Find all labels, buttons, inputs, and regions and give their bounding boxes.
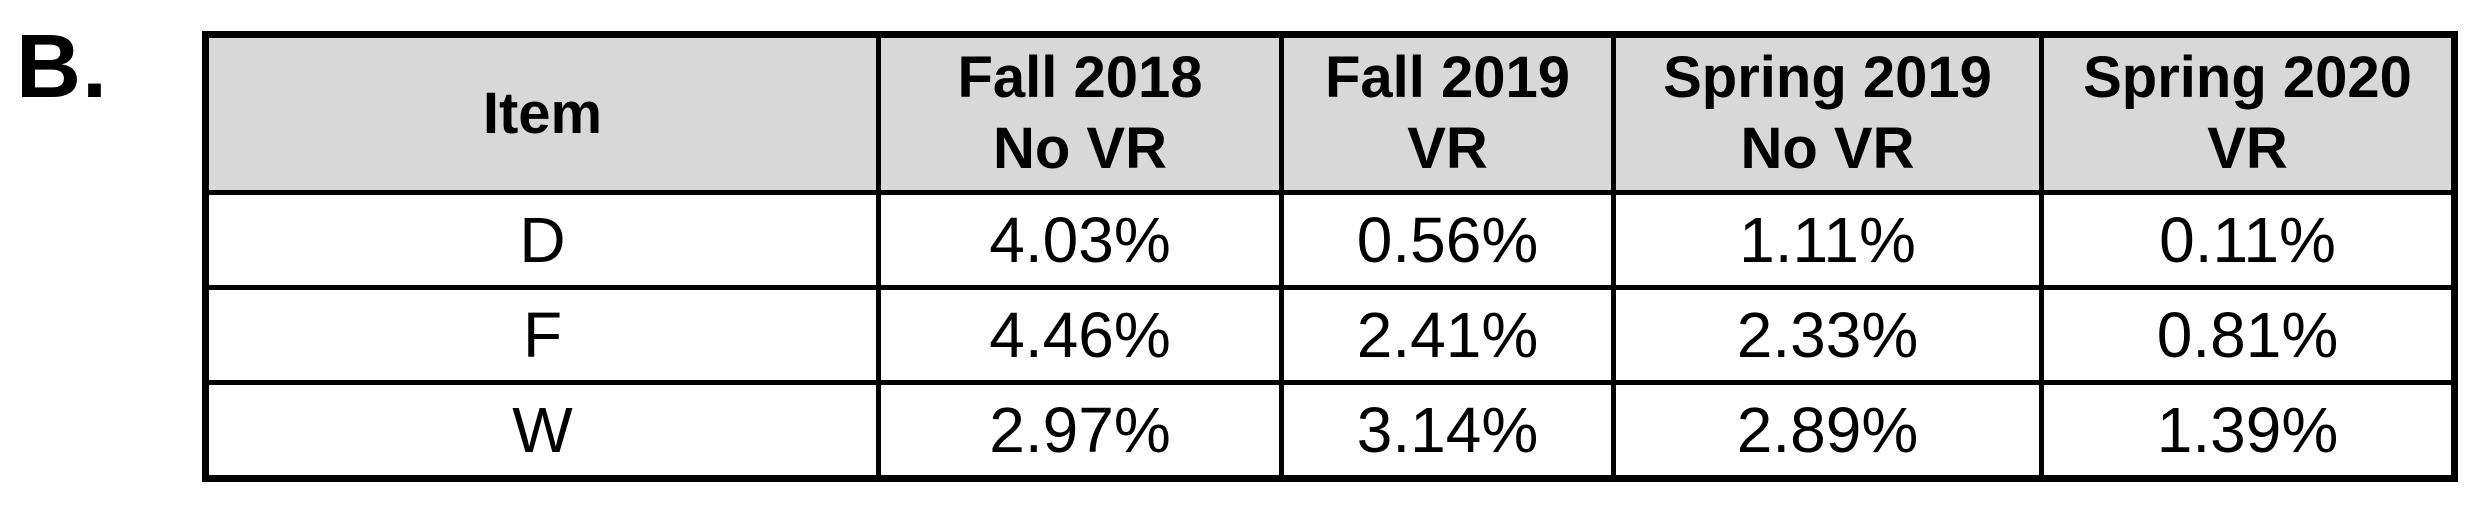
value-cell: 3.14% [1279,380,1616,481]
value-cell: 4.03% [876,190,1284,290]
item-cell: W [203,380,881,481]
value-cell: 2.41% [1279,285,1616,385]
header-cell-fall-2019: Fall 2019 VR [1279,32,1616,195]
header-row: Item Fall 2018 No VR Fall 2019 VR Spring… [203,32,2457,195]
value-cell: 2.33% [1611,285,2044,385]
value-cell: 2.89% [1611,380,2044,481]
header-cell-spring-2020: Spring 2020 VR [2039,32,2457,195]
header-line1: Fall 2019 [1324,45,1571,111]
value-cell: 1.39% [2039,380,2457,481]
header-line1: Fall 2018 [957,45,1203,111]
header-cell-spring-2019: Spring 2019 No VR [1611,32,2044,195]
value-cell: 0.11% [2039,190,2457,290]
header-line2: VR [2207,116,2288,181]
value-cell: 2.97% [876,380,1284,481]
dfw-rates-table: Item Fall 2018 No VR Fall 2019 VR Spring… [202,31,2458,482]
value-cell: 4.46% [876,285,1284,385]
value-cell: 0.56% [1279,190,1616,290]
header-cell-fall-2018: Fall 2018 No VR [876,32,1284,195]
header-line1: Spring 2020 [2083,45,2412,111]
header-cell-item: Item [203,32,881,195]
header-line2: No VR [1740,116,1915,181]
item-cell: D [203,190,881,290]
table-row-w: W 2.97% 3.14% 2.89% 1.39% [203,380,2457,481]
table-row-f: F 4.46% 2.41% 2.33% 0.81% [203,285,2457,385]
panel-label: B. [16,17,108,117]
header-line2: No VR [993,116,1167,181]
table-row-d: D 4.03% 0.56% 1.11% 0.11% [203,190,2457,290]
value-cell: 0.81% [2039,285,2457,385]
header-line1: Spring 2019 [1663,45,1992,111]
item-cell: F [203,285,881,385]
header-line1: Item [482,80,603,146]
header-line2: VR [1407,116,1488,181]
value-cell: 1.11% [1611,190,2044,290]
